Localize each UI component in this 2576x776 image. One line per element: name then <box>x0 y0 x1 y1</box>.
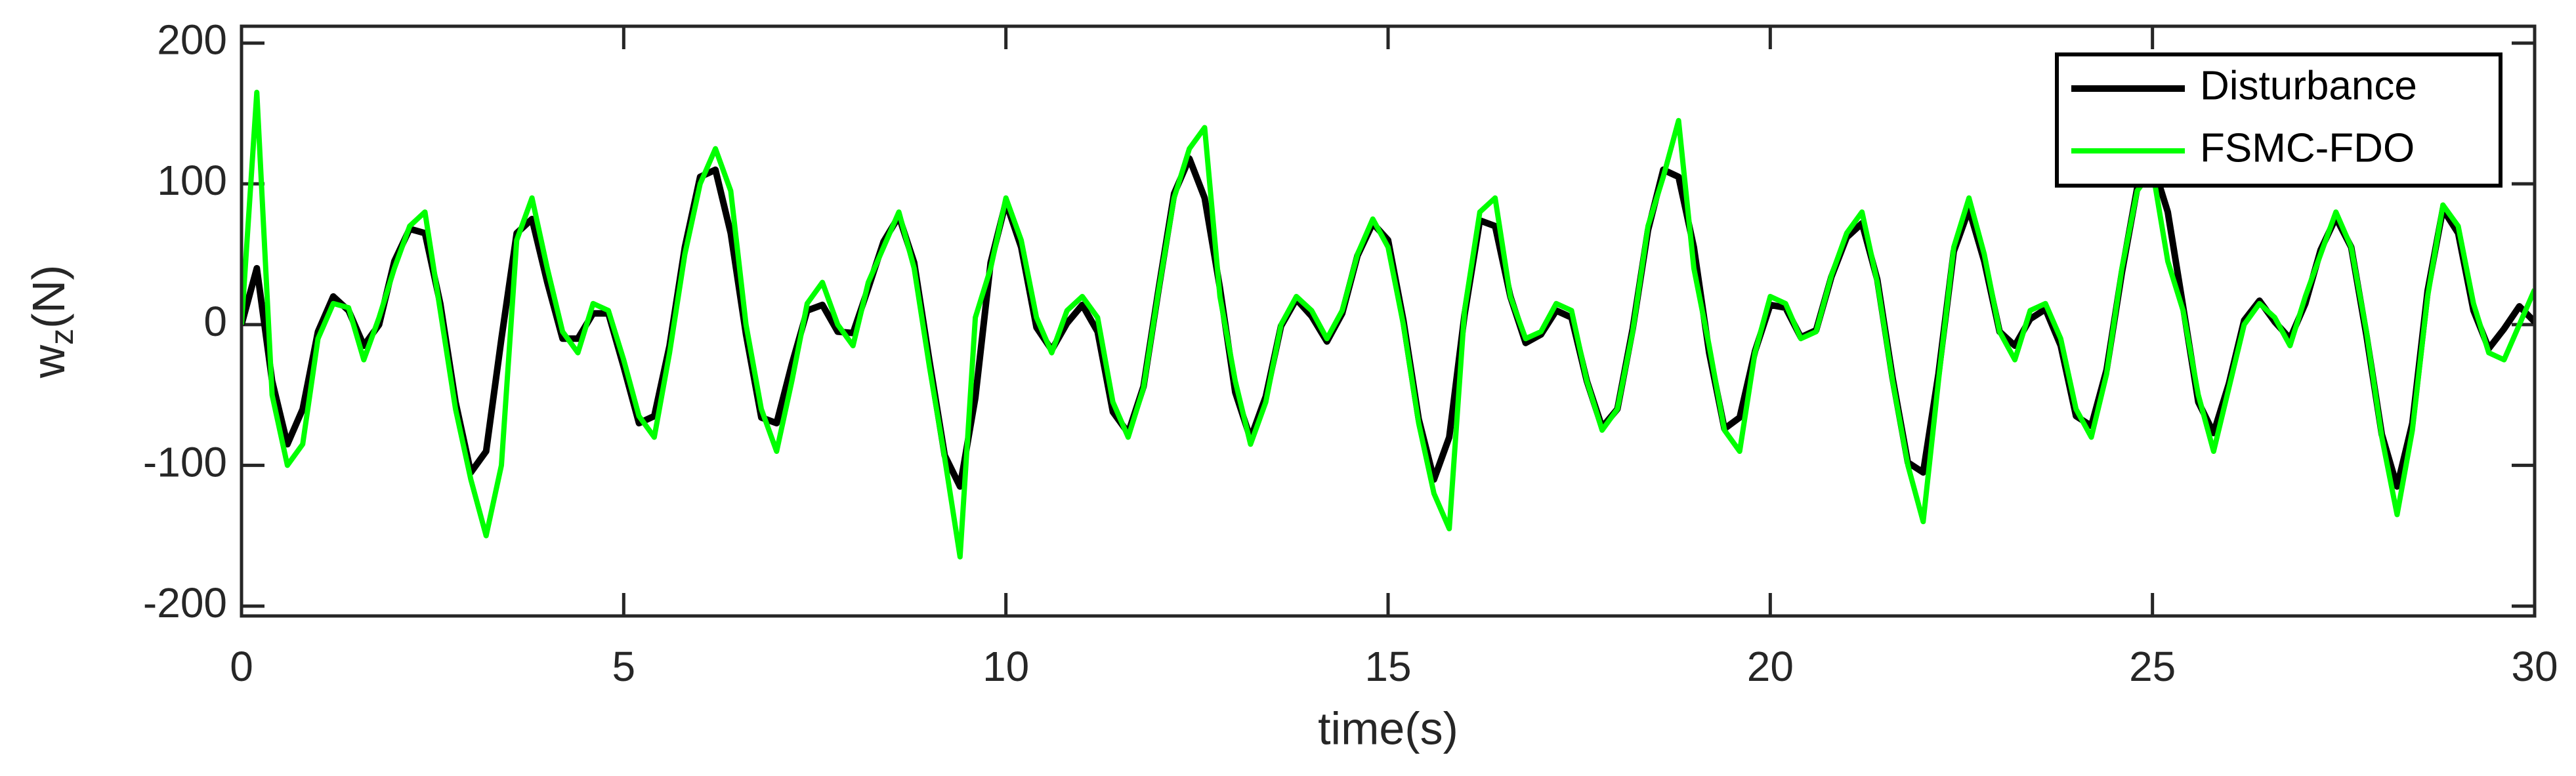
y-tick-label: -200 <box>143 579 227 626</box>
y-axis-label: wz(N) <box>23 265 80 379</box>
x-axis-label: time(s) <box>1318 703 1458 754</box>
axes-box <box>240 24 2537 618</box>
y-label-unit: (N) <box>23 265 74 329</box>
y-tick-label: -100 <box>143 438 227 485</box>
x-tick-label: 20 <box>1747 643 1794 690</box>
y-label-main: w <box>23 344 74 378</box>
x-tick-label: 5 <box>612 643 636 690</box>
legend-label: FSMC-FDO <box>2200 125 2415 171</box>
legend-box <box>2055 52 2502 188</box>
x-tick-label: 25 <box>2129 643 2176 690</box>
legend-label: Disturbance <box>2200 63 2417 108</box>
x-tick-label: 15 <box>1364 643 1411 690</box>
y-label-sub: z <box>43 329 80 345</box>
x-tick-label: 30 <box>2511 643 2558 690</box>
y-tick-label: 0 <box>203 298 227 345</box>
y-tick-label: 200 <box>157 16 227 64</box>
x-tick-label: 10 <box>982 643 1029 690</box>
x-tick-label: 0 <box>230 643 253 690</box>
y-tick-label: 100 <box>157 157 227 204</box>
